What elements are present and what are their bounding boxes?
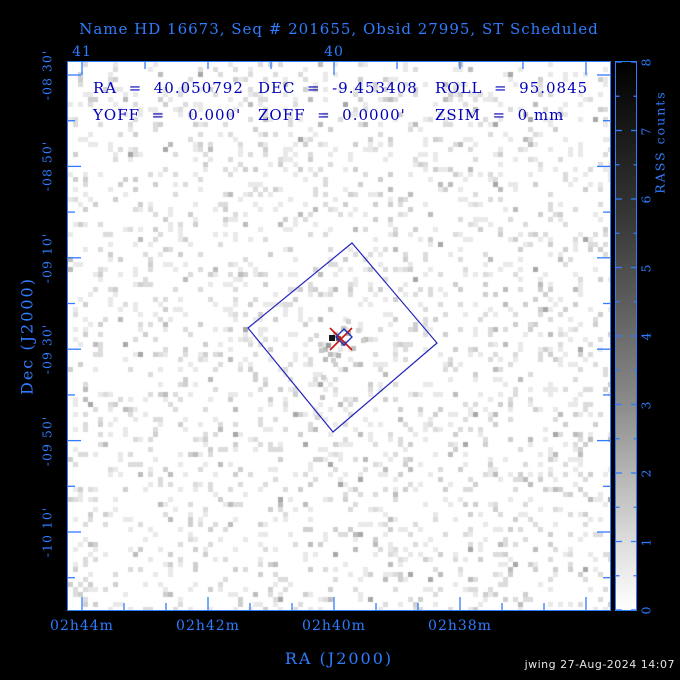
colorbar-tick-label: 7 <box>638 126 654 135</box>
plot-title: Name HD 16673, Seq # 201655, Obsid 27995… <box>79 20 599 38</box>
annot-ra: RA = 40.050792 <box>93 79 244 97</box>
colorbar-tick-label: 6 <box>638 194 654 204</box>
timestamp-credit: jwing 27-Aug-2024 14:07 <box>524 658 675 671</box>
colorbar-tick-label: 4 <box>638 331 654 341</box>
bottom-tick-label: 02h44m <box>50 618 114 634</box>
bottom-tick-label: 02h42m <box>176 618 240 634</box>
left-tick-label: -08 30' <box>39 49 55 101</box>
bottom-tick-label: 02h40m <box>302 618 366 634</box>
annot-zoff: ZOFF = 0.0000' <box>258 106 406 124</box>
colorbar-title: RASS counts <box>652 90 668 194</box>
left-tick-label: -10 10' <box>39 506 55 558</box>
annot-dec: DEC = -9.453408 <box>258 79 418 97</box>
left-tick-label: -08 50' <box>39 140 55 192</box>
top-tick-label: 41 <box>72 44 92 60</box>
fov-outline <box>247 242 438 433</box>
annot-roll: ROLL = 95.0845 <box>435 79 589 97</box>
fov-overlay <box>247 242 438 433</box>
annot-yoff: YOFF = 0.000' <box>93 106 242 124</box>
colorbar-tick-label: 2 <box>638 468 654 478</box>
colorbar <box>615 61 637 611</box>
y-axis-title: Dec (J2000) <box>17 277 37 395</box>
x-axis-title: RA (J2000) <box>284 649 394 668</box>
colorbar-tick-label: 8 <box>638 57 654 67</box>
top-tick-label: 40 <box>324 44 344 60</box>
colorbar-tick-label: 0 <box>638 605 654 615</box>
left-tick-label: -09 10' <box>39 232 55 284</box>
aimpoint-diamond-icon <box>335 328 353 346</box>
sky-field: RA = 40.050792 DEC = -9.453408 ROLL = 95… <box>67 61 611 611</box>
colorbar-tick-label: 3 <box>638 400 654 409</box>
left-tick-label: -09 50' <box>39 415 55 467</box>
annot-zsim: ZSIM = 0 mm <box>435 106 565 124</box>
target-cross-icon <box>329 327 353 351</box>
left-tick-label: -09 30' <box>39 323 55 375</box>
colorbar-tick-label: 1 <box>638 537 654 546</box>
colorbar-tick-label: 5 <box>638 263 654 272</box>
bottom-tick-label: 02h38m <box>428 618 492 634</box>
source-pixel <box>329 335 335 341</box>
target-marker <box>329 327 353 351</box>
